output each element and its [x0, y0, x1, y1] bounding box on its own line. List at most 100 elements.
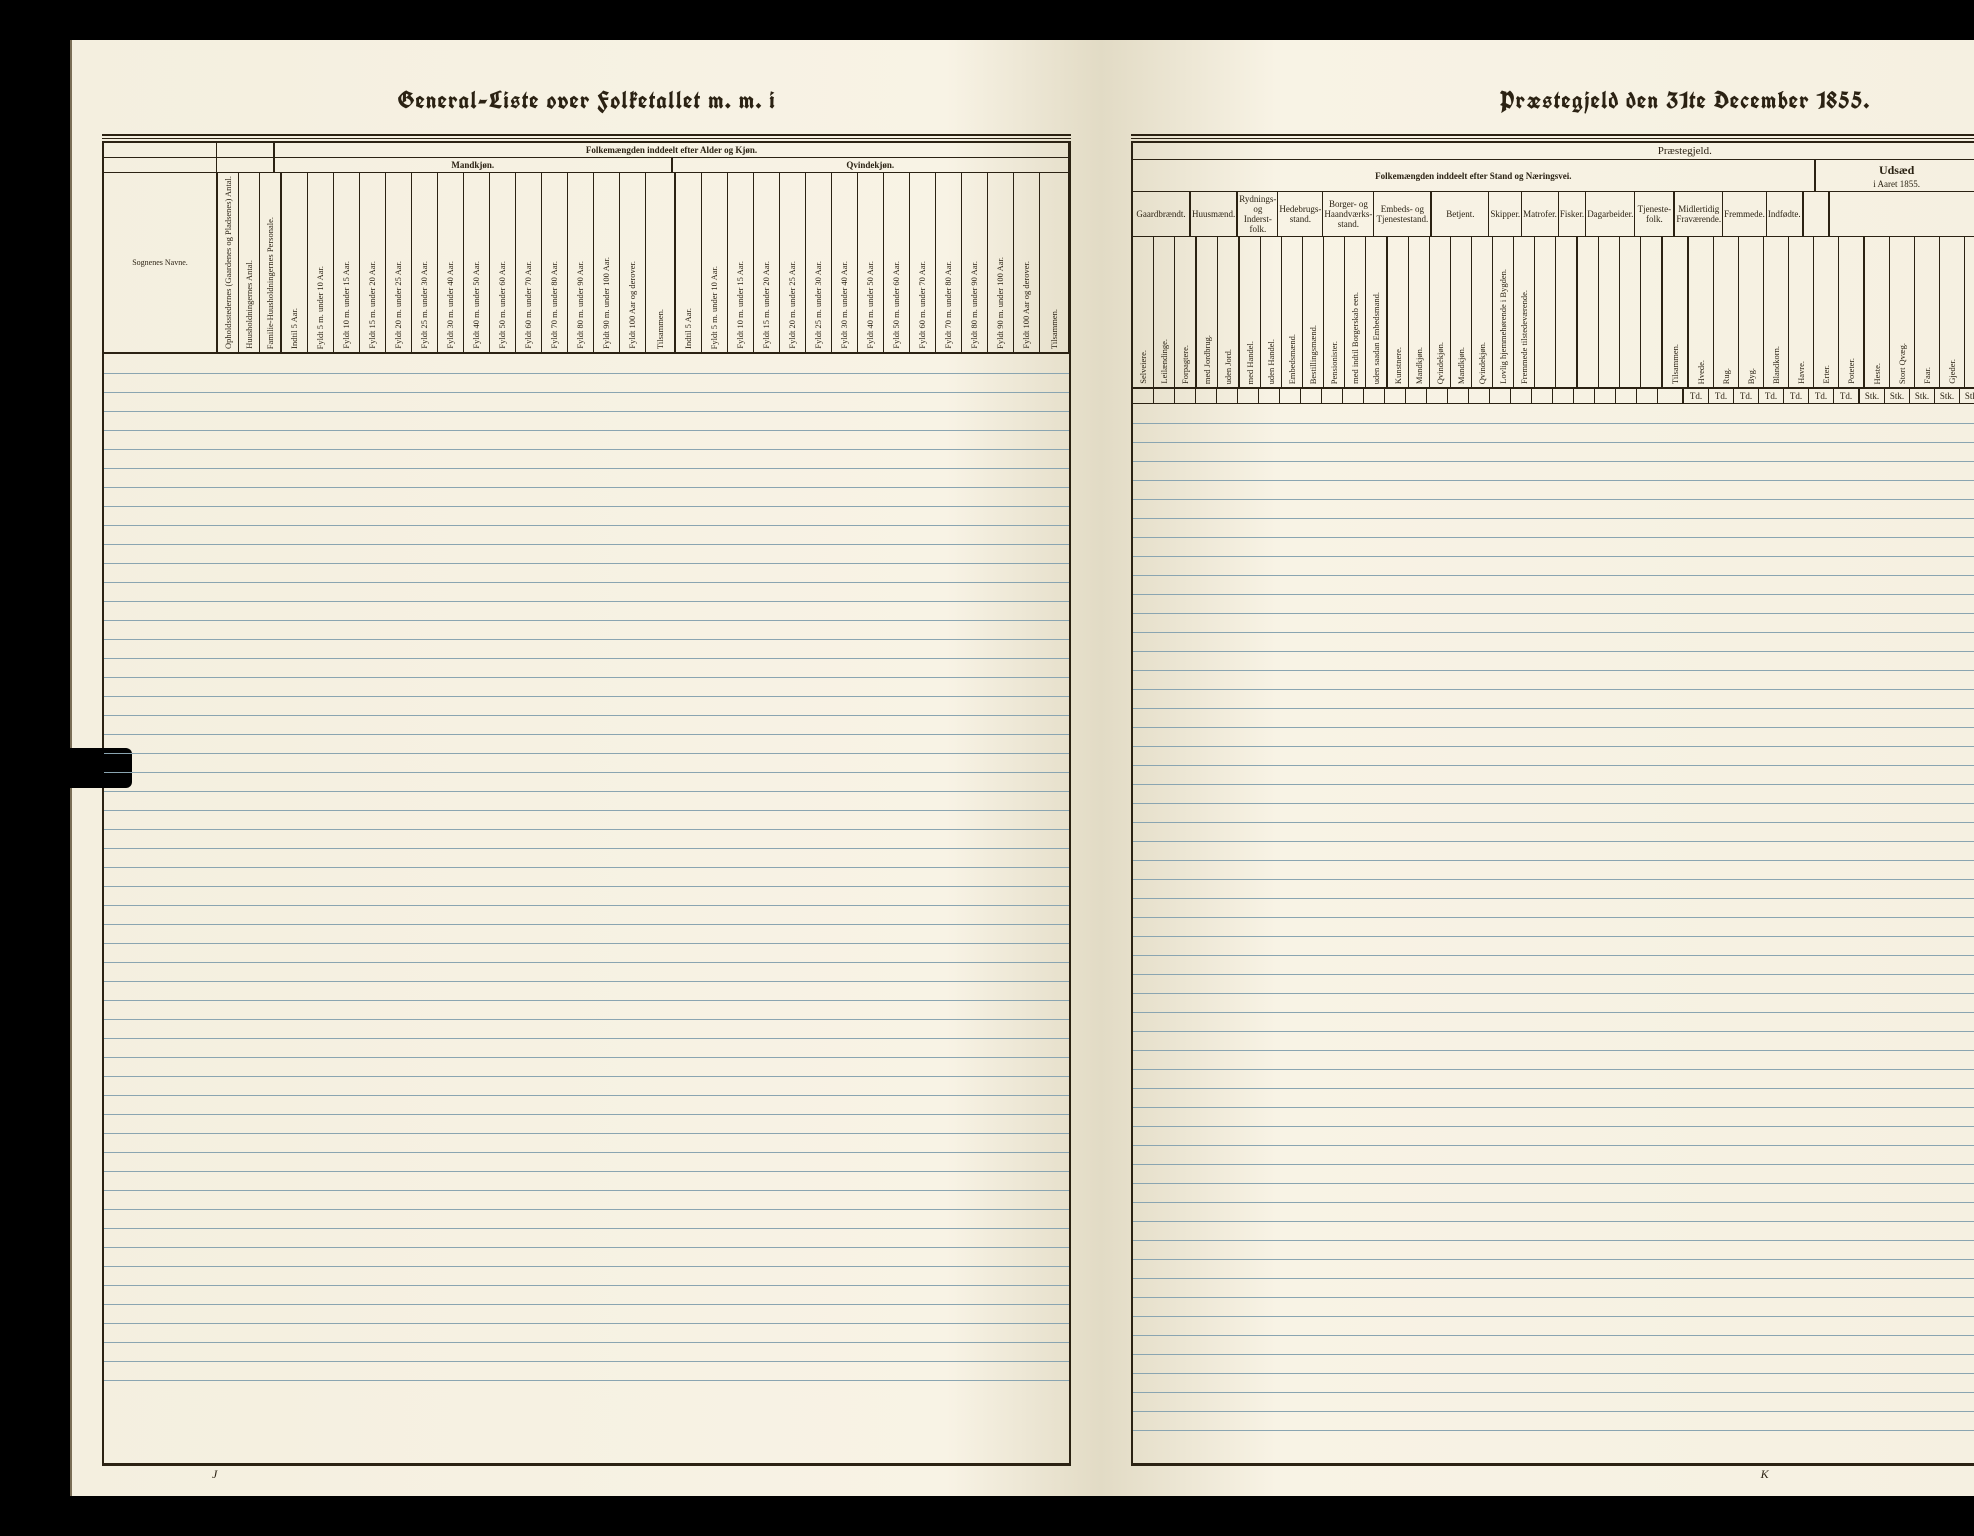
body-column — [1825, 404, 1847, 1463]
body-column — [1511, 404, 1529, 1463]
body-column — [104, 354, 214, 1463]
column-header: Fyldt 20 m. under 25 Aar. — [780, 173, 806, 352]
group-label: Midlertidig Fraværende. — [1675, 192, 1723, 236]
left-body-cols — [104, 354, 1069, 1463]
column-header: Pensionister. — [1324, 237, 1345, 387]
body-column — [1847, 404, 1869, 1463]
body-column — [1403, 404, 1421, 1463]
unit-cell — [1532, 389, 1553, 403]
group-label: Skipper. — [1489, 192, 1522, 236]
body-column — [1169, 404, 1187, 1463]
column-header — [1578, 237, 1599, 387]
female-heading: Qvindekjøn. — [673, 158, 1070, 172]
column-header: Fyldt 25 m. under 30 Aar. — [806, 173, 832, 352]
column-header — [1641, 237, 1663, 387]
title-rule-heavy — [102, 134, 1071, 136]
column-header — [1535, 237, 1556, 387]
group-label: Rydnings- og Inderst-folk. — [1238, 192, 1278, 236]
column-header: med Jordbrug. — [1197, 237, 1218, 387]
column-header: Fyldt 15 m. under 20 Aar. — [360, 173, 386, 352]
column-header: Tilsammen. — [646, 173, 676, 352]
unit-cell — [1406, 389, 1427, 403]
body-column — [915, 354, 938, 1463]
unit-cell: Stk. — [1960, 389, 1974, 403]
column-header: Fyldt 90 m. under 100 Aar. — [988, 173, 1014, 352]
column-header: Fyldt 10 m. under 15 Aar. — [728, 173, 754, 352]
signature-mark-left: J — [212, 1467, 217, 1482]
column-header: Rug. — [1714, 237, 1739, 387]
body-column — [232, 354, 250, 1463]
body-column — [1367, 404, 1385, 1463]
body-column — [1583, 404, 1605, 1463]
column-header — [1556, 237, 1578, 387]
group-label: Borger- og Haandværks-stand. — [1323, 192, 1374, 236]
column-header: Fyldt 50 m. under 60 Aar. — [884, 173, 910, 352]
left-table: Folkemængden inddeelt efter Alder og Kjø… — [102, 141, 1071, 1466]
column-header: Kunstnere. — [1388, 237, 1409, 387]
column-header: Tilsammen. — [1040, 173, 1069, 352]
body-column — [1295, 404, 1313, 1463]
left-body — [104, 354, 1069, 1463]
body-column — [731, 354, 754, 1463]
signature-mark-right: K — [1761, 1467, 1769, 1482]
unit-cell — [1364, 389, 1385, 403]
right-page-title: Præstegjeld den 31te December 1855. — [1131, 80, 1974, 134]
body-column — [337, 354, 360, 1463]
unit-cell: Td. — [1834, 389, 1860, 403]
unit-cell: Stk. — [1860, 389, 1885, 403]
body-column — [1759, 404, 1781, 1463]
column-header: Fyldt 60 m. under 70 Aar. — [516, 173, 542, 352]
left-column-headers: Sognenes Navne.Opholdsstedernes (Gaarden… — [104, 173, 1069, 354]
column-header: med indtil Borgerskab een. — [1345, 237, 1366, 387]
right-page: 120 Præstegjeld den 31te December 1855. … — [1101, 40, 1974, 1496]
group-label: Tjeneste-folk. — [1635, 192, 1675, 236]
group-label: Indfødte. — [1767, 192, 1804, 236]
body-column — [314, 354, 337, 1463]
body-column — [1349, 404, 1367, 1463]
column-header: Indtil 5 Aar. — [676, 173, 702, 352]
column-header: Fyldt 30 m. under 40 Aar. — [438, 173, 464, 352]
body-column — [1869, 404, 1891, 1463]
column-header: uden Handel. — [1261, 237, 1282, 387]
column-header: Sviin. — [1965, 237, 1974, 387]
right-group-labels: Gaardbrændt.Huusmænd.Rydnings- og Inders… — [1133, 192, 1974, 237]
body-column — [892, 354, 915, 1463]
body-column — [1693, 404, 1715, 1463]
unit-cell: Td. — [1684, 389, 1709, 403]
pre-cols-spacer-2 — [217, 158, 275, 172]
group-label: Fremmede. — [1723, 192, 1767, 236]
body-column — [1547, 404, 1565, 1463]
first-col-spacer-2 — [104, 158, 217, 172]
body-column — [268, 354, 291, 1463]
body-column — [639, 354, 662, 1463]
unit-cell — [1511, 389, 1532, 403]
body-column — [1223, 404, 1241, 1463]
right-table: Præstegjeld. Folkemængden inddeelt efter… — [1131, 141, 1974, 1466]
column-header: Fyldt 90 m. under 100 Aar. — [594, 173, 620, 352]
column-header: Selveiere. — [1133, 237, 1154, 387]
body-column — [567, 354, 590, 1463]
body-column — [1259, 404, 1277, 1463]
group-label: Fisker. — [1559, 192, 1586, 236]
column-header: Fyldt 40 m. under 50 Aar. — [858, 173, 884, 352]
body-column — [214, 354, 232, 1463]
column-header: Mandkjøn. — [1451, 237, 1472, 387]
first-col-spacer — [104, 143, 217, 157]
unit-cell — [1490, 389, 1511, 403]
right-body-cols — [1133, 404, 1974, 1463]
column-header: Blandkorn. — [1764, 237, 1789, 387]
right-top-groups: Folkemængden inddeelt efter Stand og Nær… — [1133, 160, 1974, 192]
body-column — [475, 354, 498, 1463]
unit-cell — [1301, 389, 1322, 403]
udsad-title: Udsæd — [1879, 162, 1914, 179]
body-column — [1241, 404, 1259, 1463]
column-header: Heste. — [1865, 237, 1890, 387]
column-header: Fyldt 30 m. under 40 Aar. — [832, 173, 858, 352]
column-header: Fyldt 40 m. under 50 Aar. — [464, 173, 490, 352]
group-spacer — [1830, 192, 1974, 236]
column-header: Mandkjøn. — [1409, 237, 1430, 387]
right-body — [1133, 404, 1974, 1463]
section-heading-right: Folkemængden inddeelt efter Stand og Nær… — [1133, 160, 1816, 191]
unit-cell — [1574, 389, 1595, 403]
unit-cell — [1658, 389, 1684, 403]
